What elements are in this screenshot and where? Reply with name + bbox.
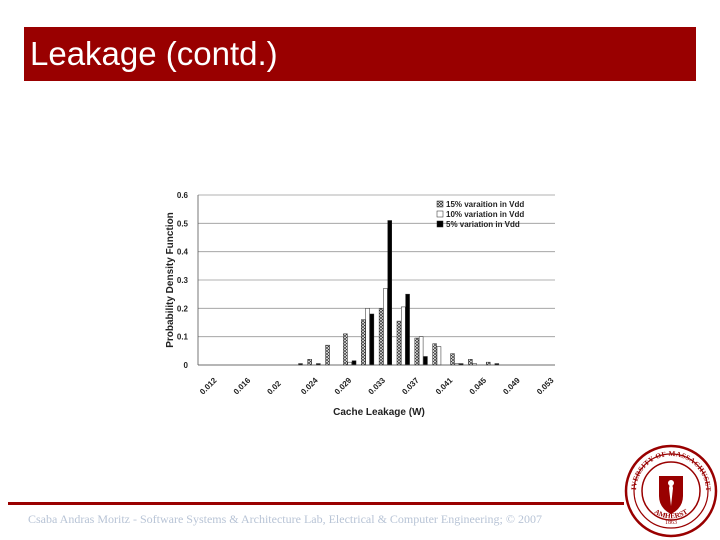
x-tick-label: 0.033 [367, 376, 388, 397]
x-tick-label: 0.029 [333, 376, 354, 397]
footer-text: Csaba Andras Moritz - Software Systems &… [28, 512, 542, 526]
legend-swatch-white [436, 210, 444, 218]
bar-white-bin-13 [436, 346, 442, 366]
bar-white-bin-10 [383, 288, 388, 366]
bar-hatch-bin-7 [325, 344, 330, 366]
bar-hatch-bin-8 [343, 333, 348, 366]
bar-white-bin-11 [401, 306, 406, 366]
footer-divider [8, 502, 624, 505]
bar-black-bin-12 [423, 356, 428, 366]
bar-hatch-bin-16 [485, 361, 491, 366]
y-tick-label: 0 [184, 361, 189, 370]
legend-label: 10% variation in Vdd [446, 210, 524, 219]
bar-hatch-bin-9 [361, 319, 366, 366]
x-tick-label: 0.024 [299, 376, 320, 397]
y-tick-label: 0.6 [177, 191, 189, 200]
bars [298, 220, 500, 366]
bar-hatch-bin-12 [414, 337, 420, 366]
bar-hatch-bin-13 [432, 343, 437, 366]
legend-swatch-black [436, 220, 444, 228]
x-tick-label: 0.041 [434, 376, 455, 397]
bar-white-bin-12 [418, 336, 424, 366]
bar-black-bin-9 [369, 313, 375, 366]
legend-swatch-hatch [436, 200, 444, 208]
legend-label: 15% varaition in Vdd [446, 200, 524, 209]
x-tick-label: 0.045 [468, 376, 489, 397]
bar-hatch-bin-11 [396, 320, 402, 366]
slide-title: Leakage (contd.) [30, 35, 278, 72]
x-tick-label: 0.053 [535, 376, 556, 397]
y-tick-label: 0.4 [177, 248, 189, 257]
svg-text:AMHERST: AMHERST [653, 508, 690, 521]
y-tick-label: 0.2 [177, 304, 189, 313]
y-tick-label: 0.1 [177, 333, 189, 342]
bar-white-bin-8 [347, 361, 352, 366]
bar-hatch-bin-14 [450, 353, 455, 366]
x-tick-label: 0.037 [400, 376, 421, 397]
x-tick-label: 0.049 [501, 376, 522, 397]
x-tick-label: 0.02 [265, 379, 283, 397]
bar-hatch-bin-10 [378, 308, 384, 366]
x-axis-label: Cache Leakage (W) [333, 407, 425, 418]
seal-year: 1863 [665, 520, 677, 526]
bar-hatch-bin-15 [468, 359, 473, 366]
title-bar: Leakage (contd.) [24, 27, 696, 81]
x-tick-label: 0.016 [232, 376, 253, 397]
bar-hatch-bin-6 [307, 359, 312, 366]
legend-label: 5% variation in Vdd [446, 220, 520, 229]
seal-bottom-text: AMHERST [653, 508, 690, 521]
bar-black-bin-10 [387, 220, 392, 366]
bar-black-bin-8 [351, 360, 357, 366]
y-axis-label: Probability Density Function [165, 212, 176, 348]
bar-black-bin-11 [405, 293, 410, 366]
bar-white-bin-9 [365, 308, 370, 366]
y-tick-label: 0.5 [177, 219, 189, 228]
x-tick-label: 0.012 [198, 376, 219, 397]
chart: 0 0.1 0.2 0.3 0.4 0.5 0.6 0.012 0.016 0.02 0.024 0.… [165, 191, 556, 418]
gridlines [198, 194, 555, 366]
y-tick-label: 0.3 [177, 276, 189, 285]
umass-seal-logo: UNIVERSITY OF MASSACHUSETTS AMHERST 1863 [624, 444, 718, 538]
